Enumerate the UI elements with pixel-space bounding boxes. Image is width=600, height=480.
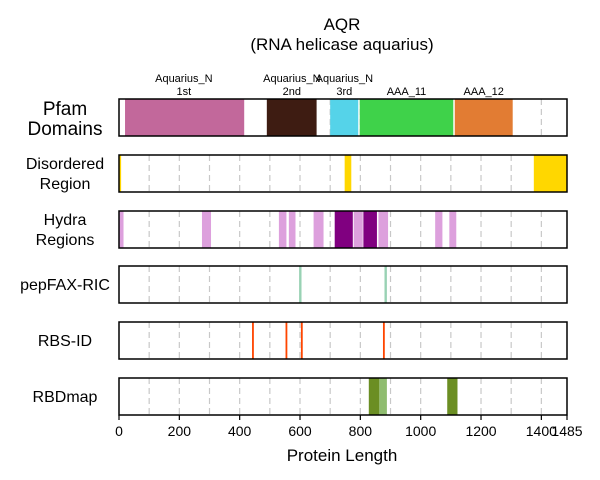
x-tick-label: 1400 [526, 423, 557, 439]
track-segment [454, 99, 513, 136]
track-segment [353, 211, 363, 248]
domain-label: Aquarius_N [263, 73, 321, 85]
x-axis-label: Protein Length [287, 446, 398, 465]
track-segment [533, 155, 567, 192]
track-segment [119, 155, 122, 192]
track-segment [378, 211, 389, 248]
domain-label: Aquarius_N [316, 73, 374, 85]
track-segment [449, 211, 457, 248]
track-segment [299, 266, 302, 303]
chart-subtitle: (RNA helicase aquarius) [250, 35, 433, 54]
track-segment [435, 211, 443, 248]
track-segment [266, 99, 317, 136]
track-segment [278, 211, 287, 248]
x-tick-label: 0 [115, 423, 123, 439]
x-tick-label: 1200 [465, 423, 496, 439]
track-segment [382, 322, 385, 359]
track-5: RBDmap [33, 377, 568, 416]
track-segment [447, 378, 458, 415]
domain-label: AAA_11 [387, 86, 427, 98]
track-3: pepFAX-RIC [20, 265, 568, 304]
track-segment [379, 378, 387, 415]
domain-label: AAA_12 [464, 86, 504, 98]
track-segment [119, 211, 124, 248]
track-label: Disordered [26, 156, 104, 173]
chart-title: AQR [324, 15, 361, 34]
track-4: RBS-ID [38, 321, 568, 360]
track-segment [313, 211, 324, 248]
track-1: Disordered Region [26, 154, 568, 193]
track-frame [118, 154, 568, 193]
track-frame [118, 377, 568, 416]
track-label: RBS-ID [38, 333, 92, 350]
x-tick-label: 800 [349, 423, 373, 439]
track-2: Hydra Regions [36, 210, 568, 249]
domain-label: 2nd [283, 86, 301, 98]
track-frame [118, 98, 568, 137]
domain-label: Aquarius_N [155, 73, 213, 85]
track-frame [118, 321, 568, 360]
track-frame [118, 210, 568, 249]
track-segment [359, 99, 454, 136]
track-segment [125, 99, 245, 136]
track-segment [368, 378, 380, 415]
track-segment [334, 211, 353, 248]
domain-label: 3rd [336, 86, 352, 98]
x-tick-label: 1485 [551, 423, 582, 439]
track-segment [201, 211, 212, 248]
track-segment [363, 211, 377, 248]
track-label: Region [40, 176, 91, 193]
track-segment [330, 99, 359, 136]
x-tick-label: 1000 [405, 423, 436, 439]
track-0: PfamDomainsAquarius_N1stAquarius_N2ndAqu… [28, 73, 568, 140]
track-segment [288, 211, 296, 248]
x-tick-label: 600 [288, 423, 312, 439]
track-segment [344, 155, 352, 192]
track-label: Pfam [43, 99, 87, 120]
x-tick-label: 200 [168, 423, 192, 439]
track-label: Hydra [44, 212, 87, 229]
tracks-group: PfamDomainsAquarius_N1stAquarius_N2ndAqu… [20, 73, 568, 416]
track-segment [300, 322, 303, 359]
track-label: pepFAX-RIC [20, 277, 110, 294]
track-label: RBDmap [33, 389, 98, 406]
domain-label: 1st [177, 86, 192, 98]
track-segment [285, 322, 288, 359]
track-segment [384, 266, 387, 303]
track-label: Regions [36, 232, 95, 249]
x-tick-label: 400 [228, 423, 252, 439]
track-segment [252, 322, 254, 359]
track-label: Domains [28, 119, 103, 140]
track-frame [118, 265, 568, 304]
